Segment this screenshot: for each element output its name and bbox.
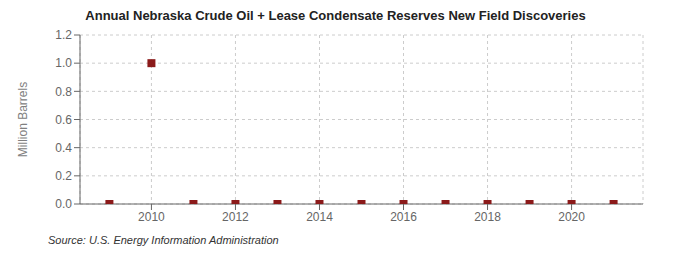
svg-text:1.0: 1.0 [55,56,72,70]
svg-text:0.8: 0.8 [55,85,72,99]
svg-text:2020: 2020 [558,210,585,224]
html-text:Source: U.S. Energy Informatio: Source: U.S. Energy Information Administ… [48,234,279,246]
svg-text:1.2: 1.2 [55,28,72,42]
svg-text:2012: 2012 [222,210,249,224]
svg-text:2018: 2018 [474,210,501,224]
svg-text:0.0: 0.0 [55,197,72,211]
svg-text:2016: 2016 [390,210,417,224]
svg-text:Million Barrels: Million Barrels [16,82,30,157]
svg-text:2014: 2014 [306,210,333,224]
html-text:Annual Nebraska Crude Oil + Le: Annual Nebraska Crude Oil + Lease Conden… [85,8,586,23]
svg-text:2010: 2010 [138,210,165,224]
svg-text:0.4: 0.4 [55,141,72,155]
svg-text:0.6: 0.6 [55,113,72,127]
svg-text:0.2: 0.2 [55,169,72,183]
